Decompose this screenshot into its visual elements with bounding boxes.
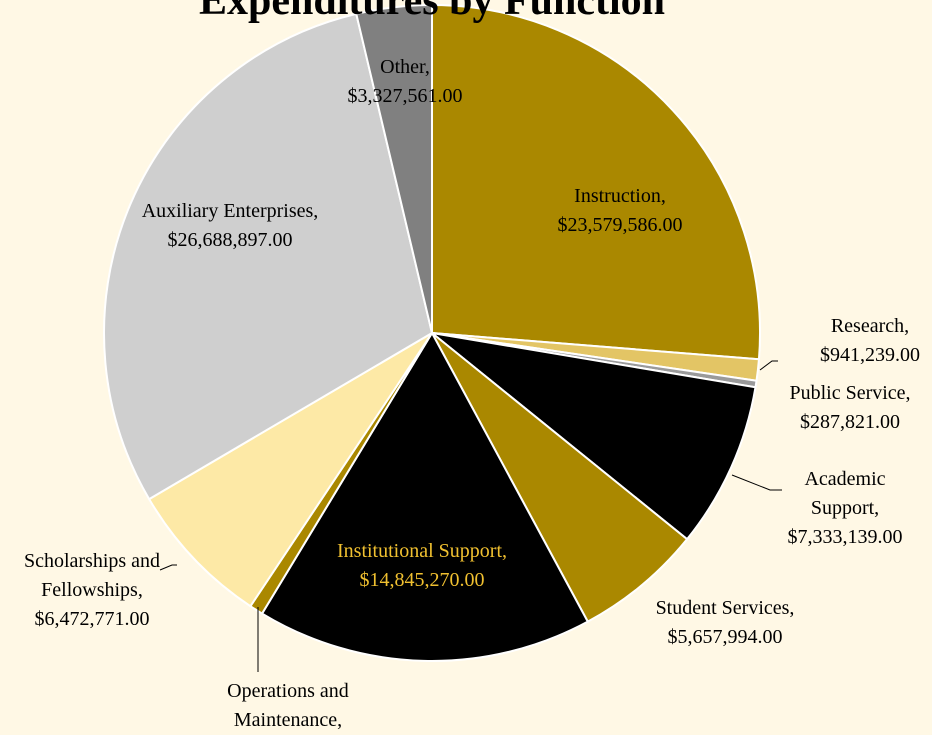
data-label: Research, $941,239.00 [800, 312, 932, 370]
leader-line [759, 360, 778, 371]
data-label: Public Service, $287,821.00 [765, 379, 932, 437]
category-label: Academic Support, [804, 468, 886, 519]
data-label: Student Services, $5,657,994.00 [655, 594, 795, 652]
pie-slice [431, 3, 761, 361]
pie-slice [260, 330, 590, 662]
chart-title: Expenditures by Function [199, 0, 665, 24]
value-label: $14,845,270.00 [359, 569, 485, 591]
category-label: Student Services, [655, 597, 795, 619]
data-label: Institutional Support, $14,845,270.00 [322, 537, 522, 595]
pie-slice [428, 331, 757, 541]
category-label: Other, [380, 56, 430, 78]
pie-slice [147, 332, 433, 608]
value-label: $287,821.00 [800, 411, 900, 433]
category-label: Institutional Support, [337, 540, 507, 562]
value-label: $23,579,586.00 [557, 214, 683, 236]
leader-line [159, 564, 177, 571]
value-label: $3,327,561.00 [347, 85, 463, 107]
category-label: Scholarships and Fellowships, [23, 550, 161, 601]
leader-line [731, 474, 782, 491]
pie-slice [431, 332, 689, 624]
data-label: Auxiliary Enterprises, $26,688,897.00 [130, 197, 330, 255]
value-label: $5,657,994.00 [667, 626, 783, 648]
value-label: $6,472,771.00 [34, 608, 150, 630]
value-label: $7,333,139.00 [787, 526, 903, 548]
category-label: Auxiliary Enterprises, [141, 200, 319, 222]
value-label: $941,239.00 [820, 344, 920, 366]
category-label: Public Service, [789, 382, 911, 404]
data-label: Instruction, $23,579,586.00 [520, 182, 720, 240]
pie-slice [103, 12, 434, 501]
pie-slice [355, 3, 433, 334]
category-label: Operations and Maintenance, [227, 680, 349, 731]
data-label: Operations and Maintenance, [188, 677, 388, 735]
value-label: $26,688,897.00 [167, 229, 293, 251]
category-label: Instruction, [574, 185, 666, 207]
category-label: Research, [830, 315, 910, 337]
data-label: Other, $3,327,561.00 [315, 53, 495, 111]
data-label: Scholarships and Fellowships, $6,472,771.… [12, 547, 172, 634]
data-label: Academic Support, $7,333,139.00 [770, 465, 920, 552]
